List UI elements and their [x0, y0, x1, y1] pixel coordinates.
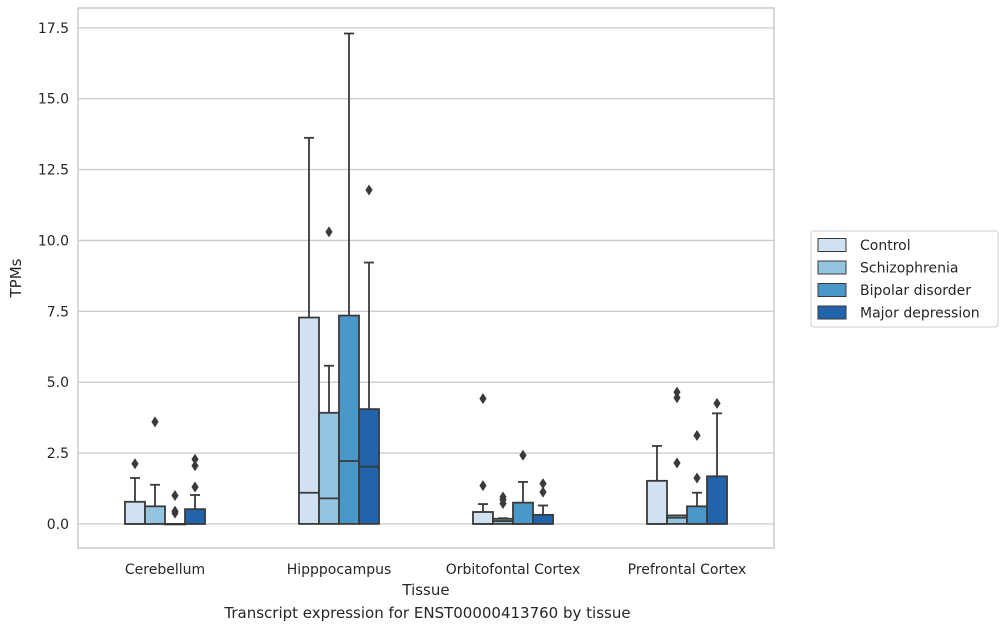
grid-lines — [78, 27, 774, 525]
box-body — [472, 511, 494, 525]
legend-swatch — [817, 283, 847, 297]
box-mark — [646, 445, 668, 525]
box-mark — [472, 393, 494, 525]
x-tick-label: Prefrontal Cortex — [628, 562, 747, 578]
legend-label: Bipolar disorder — [860, 283, 971, 299]
box-mark — [318, 226, 340, 525]
outlier-point — [539, 486, 547, 498]
y-tick-label: 7.5 — [47, 304, 69, 320]
box-mark — [144, 416, 166, 525]
outlier-point — [713, 397, 721, 409]
x-axis-label: Tissue — [401, 581, 449, 599]
legend-label: Control — [860, 238, 911, 254]
y-axis-label: TPMs — [7, 258, 25, 298]
outlier-point — [191, 453, 199, 465]
outlier-point — [171, 507, 179, 519]
outlier-point — [151, 416, 159, 428]
y-tick-label: 0.0 — [47, 517, 69, 533]
box-mark — [686, 429, 708, 525]
y-tick-label: 12.5 — [38, 163, 69, 179]
outlier-point — [191, 460, 199, 472]
box-body — [646, 479, 668, 525]
box-mark — [492, 491, 514, 525]
box-mark — [298, 136, 320, 525]
box-body — [144, 505, 166, 525]
outlier-point — [673, 392, 681, 404]
box-mark — [706, 397, 728, 525]
legend: Control Schizophrenia Bipolar disorder Majo… — [810, 230, 999, 328]
box-body — [512, 501, 534, 525]
box-body — [184, 508, 206, 525]
box-body — [666, 514, 688, 525]
outlier-point — [131, 458, 139, 470]
box-mark — [358, 184, 380, 525]
legend-entry: Control — [817, 238, 911, 254]
box-mark — [124, 458, 146, 525]
series-bipolar-disorder — [164, 32, 708, 526]
box-body — [318, 411, 340, 525]
x-tick-label: Cerebellum — [125, 562, 205, 578]
y-tick-label: 10.0 — [38, 233, 69, 249]
outlier-point — [191, 481, 199, 493]
y-tick-label: 5.0 — [47, 375, 69, 391]
box-mark — [512, 449, 534, 525]
outlier-point — [519, 449, 527, 461]
outlier-point — [693, 472, 701, 484]
box-body — [338, 314, 360, 525]
outlier-point — [171, 490, 179, 502]
outlier-point — [673, 457, 681, 469]
y-axis-ticks: 0.0 2.5 5.0 7.5 10.0 12.5 15.0 17.5 — [38, 21, 69, 533]
x-tick-label: Orbitofontal Cortex — [446, 562, 581, 578]
y-tick-label: 17.5 — [38, 21, 69, 37]
box-mark — [164, 490, 186, 526]
legend-label: Schizophrenia — [860, 261, 958, 277]
legend-swatch — [817, 305, 847, 320]
outlier-point — [479, 480, 487, 492]
box-mark — [532, 478, 554, 525]
series-schizophrenia — [144, 226, 688, 525]
legend-entry: Major depression — [817, 305, 980, 322]
box-body — [686, 505, 708, 525]
series-control — [124, 136, 668, 525]
x-axis-ticks: Cerebellum Hipppocampus Orbitofontal Corte… — [125, 562, 746, 578]
legend-frame — [810, 230, 999, 328]
series-major-depression — [184, 184, 728, 525]
box-series — [124, 32, 728, 526]
outlier-point — [539, 478, 547, 490]
box-mark — [666, 386, 688, 525]
legend-entry: Bipolar disorder — [817, 283, 971, 299]
x-tick-label: Hipppocampus — [287, 562, 392, 578]
outlier-point — [325, 226, 333, 238]
plot-area-frame — [77, 7, 775, 549]
box-mark — [184, 453, 206, 525]
y-tick-label: 15.0 — [38, 92, 69, 108]
outlier-point — [693, 429, 701, 441]
legend-entry: Schizophrenia — [817, 260, 958, 277]
legend-swatch — [817, 260, 847, 275]
box-body — [124, 500, 146, 525]
outlier-point — [365, 184, 373, 196]
figure-caption: Transcript expression for ENST0000041376… — [224, 604, 631, 622]
y-tick-label: 2.5 — [47, 446, 69, 462]
outlier-point — [673, 386, 681, 398]
outlier-point — [479, 393, 487, 405]
legend-swatch — [817, 238, 847, 252]
box-body — [532, 513, 554, 525]
outlier-point — [499, 497, 507, 509]
box-body — [706, 475, 728, 525]
box-mark — [338, 32, 360, 525]
legend-label: Major depression — [860, 306, 980, 322]
